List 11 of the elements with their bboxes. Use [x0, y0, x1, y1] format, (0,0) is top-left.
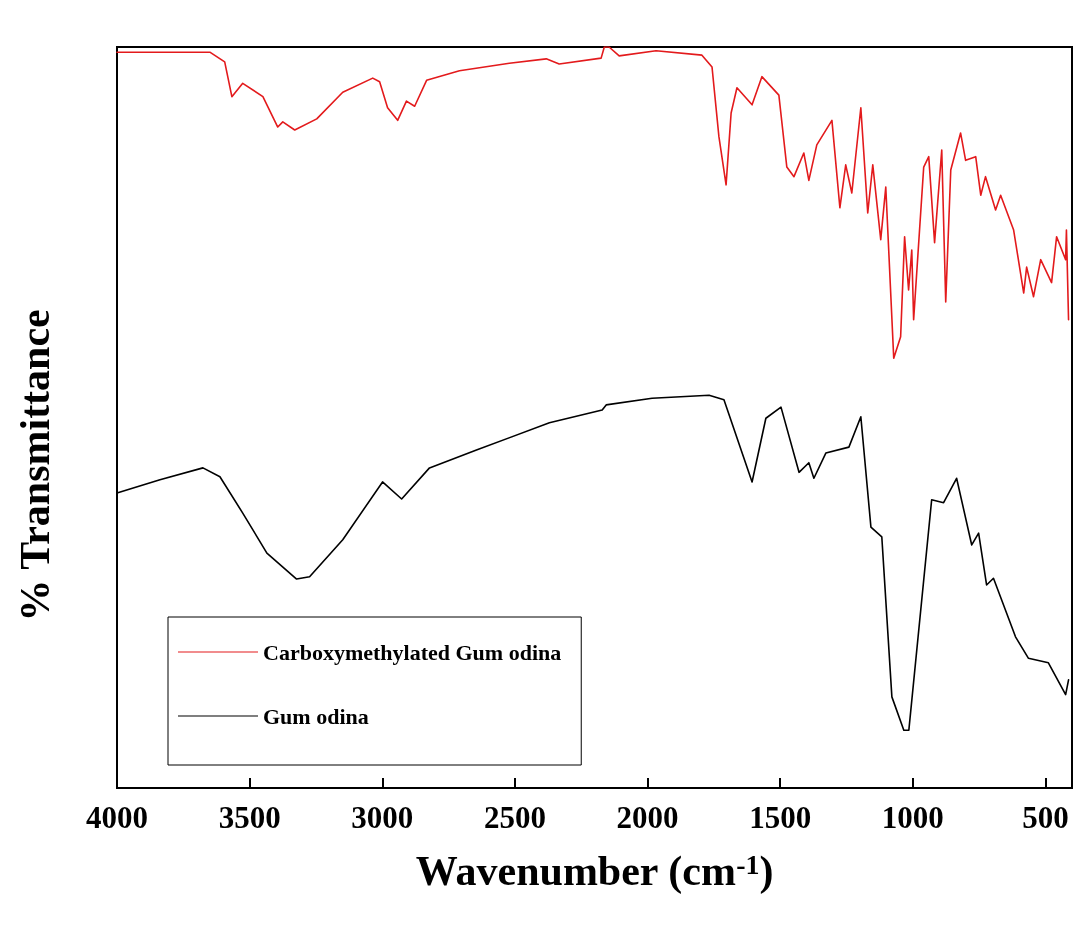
x-tick-label: 500 [1022, 800, 1069, 835]
legend-label: Gum odina [263, 703, 369, 729]
x-tick-label: 2500 [483, 800, 546, 835]
y-axis-title: % Transmittance [12, 309, 58, 622]
x-tick-label: 1500 [749, 800, 812, 835]
x-tick-label: 2000 [616, 800, 679, 835]
x-tick-label: 3000 [351, 800, 414, 835]
legend-label: Carboxymethylated Gum odina [263, 639, 562, 665]
x-tick-label: 3500 [218, 800, 281, 835]
x-tick-label: 1000 [881, 800, 944, 835]
x-tick-label: 4000 [86, 800, 148, 835]
